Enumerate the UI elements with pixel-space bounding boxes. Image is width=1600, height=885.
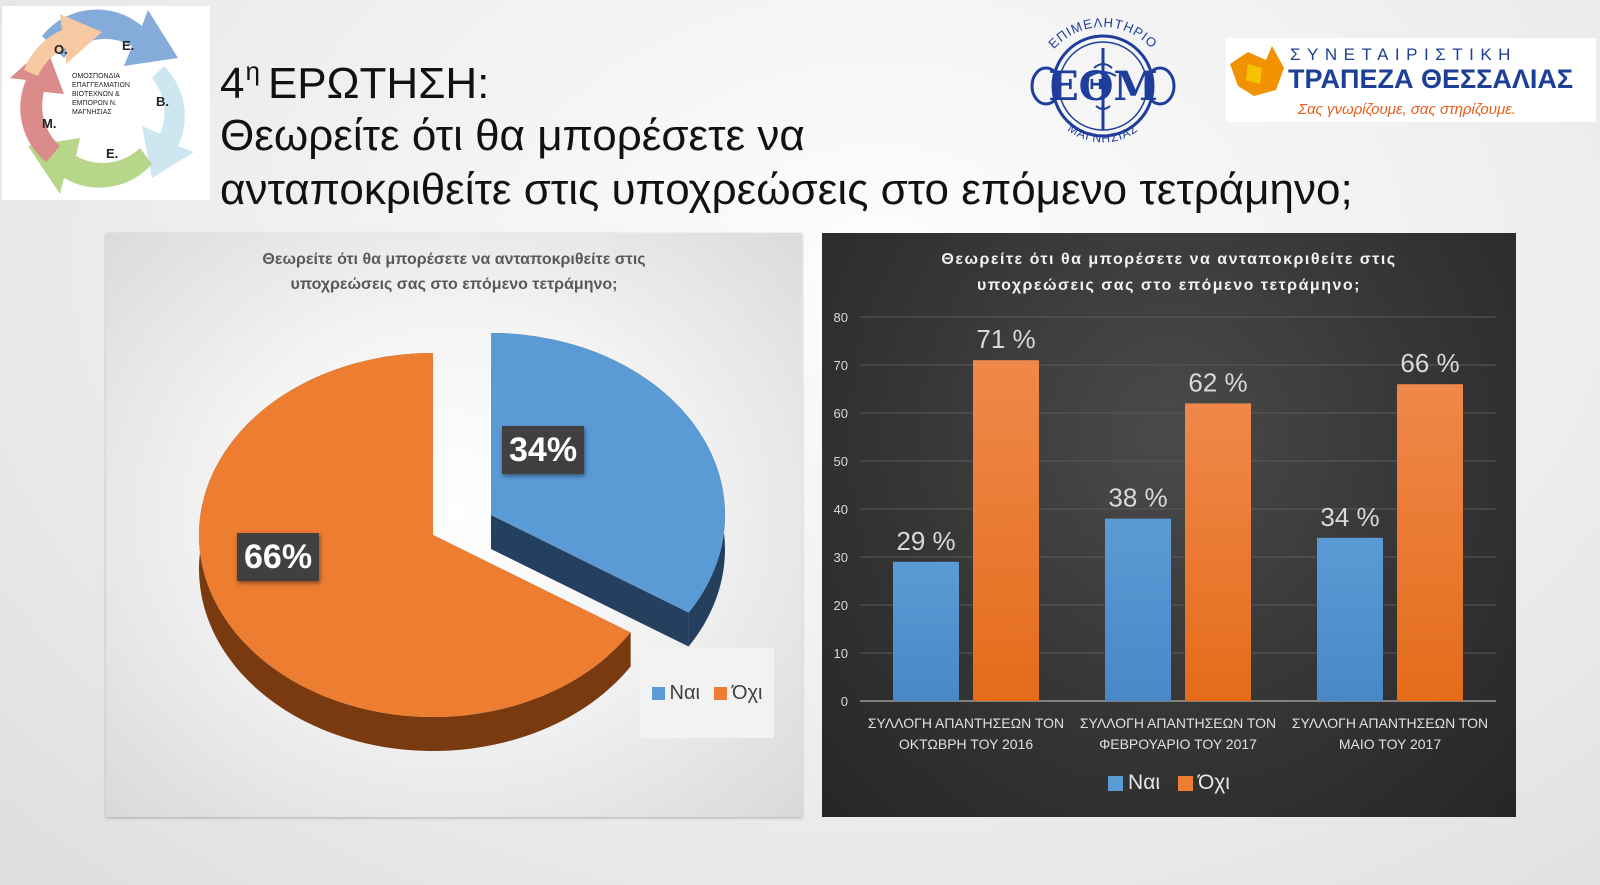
- pie-legend-swatch-oxi: [714, 686, 727, 700]
- pie-legend: Ναι Όχι: [640, 648, 774, 738]
- pie-title-line-2: υποχρεώσεις σας στο επόμενο τετράμηνο;: [290, 276, 618, 293]
- bar-data-label-oxi-0: 71 %: [976, 324, 1035, 354]
- pie-legend-label-oxi: Όχι: [732, 681, 763, 704]
- eom-center-text: ΕΘΜ: [1048, 63, 1158, 110]
- bar-legend: Ναι Όχι: [822, 771, 1516, 795]
- omo-letter-v: Β.: [156, 94, 169, 109]
- omo-text-4: ΕΜΠΟΡΩΝ Ν.: [72, 100, 117, 107]
- bar-y-tick-label: 40: [834, 502, 848, 517]
- bar-data-label-oxi-1: 62 %: [1188, 367, 1247, 397]
- bar-oxi-1: [1185, 403, 1251, 701]
- pie-legend-swatch-nai: [651, 686, 665, 700]
- bar-legend-item-nai: Ναι: [1108, 771, 1160, 795]
- pie-chart: [199, 333, 726, 751]
- bank-slogan: Σας γνωρίζουμε, σας στηρίζουμε.: [1297, 101, 1516, 118]
- pie-chart-panel: Θεωρείτε ότι θα μπορέσετε να ανταποκριθε…: [106, 233, 802, 817]
- bar-category-label: ΣΥΛΛΟΓΗ ΑΠΑΝΤΗΣΕΩΝ ΤΟΝ: [1292, 715, 1488, 731]
- bar-oxi-0: [973, 360, 1039, 701]
- bar-data-label-oxi-2: 66 %: [1400, 348, 1459, 378]
- bar-legend-label-oxi: Όχι: [1198, 771, 1230, 794]
- bar-y-tick-label: 10: [834, 646, 848, 661]
- bar-nai-0: [893, 561, 959, 701]
- omo-text-3: ΒΙΟΤΕΧΝΩΝ &: [72, 91, 120, 98]
- question-suffix: η: [245, 56, 260, 86]
- pie-chart-title: Θεωρείτε ότι θα μπορέσετε να ανταποκριθε…: [106, 247, 802, 297]
- pie-slice-wall-nai: [491, 333, 689, 647]
- bar-nai-2: [1317, 537, 1383, 701]
- bar-legend-item-oxi: Όχι: [1178, 771, 1230, 795]
- bar-chart: 0 10 20 30 40 50 60 70 80 29 % 71 % 38 % 62 % 34 % 66…: [834, 310, 1496, 752]
- pie-slice-nai: [491, 333, 726, 613]
- bar-data-label-nai-1: 38 %: [1108, 483, 1167, 513]
- bar-legend-label-nai: Ναι: [1128, 771, 1161, 794]
- omo-text-2: ΕΠΑΓΓΕΛΜΑΤΙΩΝ: [72, 82, 130, 89]
- bank-logo: ΣΥΝΕΤΑΙΡΙΣΤΙΚΗ ΤΡΑΠΕΖΑ ΘΕΣΣΑΛΙΑΣ Σας γνω…: [1226, 38, 1596, 122]
- svg-text:ΕΠΙΜΕΛΗΤΗΡΙΟ: ΕΠΙΜΕΛΗΤΗΡΙΟ: [1045, 15, 1160, 52]
- omo-letter-e2: Ε.: [106, 146, 118, 161]
- question-word: ΕΡΩΤΗΣΗ:: [267, 59, 490, 108]
- eom-arc-top: ΕΠΙΜΕΛΗΤΗΡΙΟ: [1045, 15, 1159, 52]
- pie-legend-item-oxi: Όχι: [714, 682, 762, 705]
- question-heading: 4η ΕΡΩΤΗΣΗ:: [220, 46, 1353, 109]
- bar-y-tick-label: 30: [834, 550, 848, 565]
- bar-category-label: ΣΥΛΛΟΓΗ ΑΠΑΝΤΗΣΕΩΝ ΤΟΝ: [1080, 715, 1276, 731]
- bank-line-1: ΣΥΝΕΤΑΙΡΙΣΤΙΚΗ: [1290, 45, 1517, 64]
- bar-oxi-2: [1397, 384, 1463, 701]
- bank-line-2: ΤΡΑΠΕΖΑ ΘΕΣΣΑΛΙΑΣ: [1288, 64, 1573, 94]
- bar-category-label: ΣΥΛΛΟΓΗ ΑΠΑΝΤΗΣΕΩΝ ΤΟΝ: [868, 715, 1064, 731]
- pie-title-line-1: Θεωρείτε ότι θα μπορέσετε να ανταποκριθε…: [262, 251, 646, 268]
- bar-y-tick-label: 50: [834, 454, 848, 469]
- bar-legend-swatch-oxi: [1178, 775, 1194, 791]
- bar-legend-swatch-nai: [1108, 775, 1124, 791]
- bar-y-tick-label: 0: [841, 694, 848, 709]
- omo-text-1: ΟΜΟΣΠΟΝΔΙΑ: [72, 73, 120, 80]
- bar-chart-title: Θεωρείτε ότι θα μπορέσετε να ανταποκριθε…: [822, 247, 1516, 299]
- bar-category-label: ΜΑΙΟ ΤΟΥ 2017: [1339, 736, 1441, 752]
- bar-chart-panel: Θεωρείτε ότι θα μπορέσετε να ανταποκριθε…: [822, 233, 1516, 817]
- pie-data-label-nai: 34%: [502, 426, 585, 474]
- bar-category-label: ΦΕΒΡΟΥΑΡΙΟ ΤΟΥ 2017: [1099, 736, 1257, 752]
- bar-data-label-nai-0: 29 %: [896, 526, 955, 556]
- pie-legend-item-nai: Ναι: [651, 681, 700, 705]
- slide-title: 4η ΕΡΩΤΗΣΗ: Θεωρείτε ότι θα μπορέσετε να …: [220, 46, 1353, 217]
- bar-y-tick-label: 20: [834, 598, 848, 613]
- bar-data-label-nai-2: 34 %: [1320, 502, 1379, 532]
- bar-title-line-2: υποχρεώσεις σας στο επόμενο τετράμηνο;: [977, 277, 1361, 294]
- pie-slice-oxi: [199, 353, 631, 717]
- bar-nai-1: [1105, 518, 1171, 701]
- omo-logo: Ο. Ε. Β. Ε. Μ. ΟΜΟΣΠΟΝΔΙΑ ΕΠΑΓΓΕΛΜΑΤΙΩΝ …: [2, 6, 210, 200]
- bar-title-line-1: Θεωρείτε ότι θα μπορέσετε να ανταποκριθε…: [941, 251, 1397, 268]
- bar-y-tick-label: 80: [834, 310, 848, 325]
- question-line-2: ανταποκριθείτε στις υποχρεώσεις στο επόμ…: [220, 165, 1353, 214]
- bar-category-label: ΟΚΤΩΒΡΗ ΤΟΥ 2016: [899, 736, 1033, 752]
- eom-logo: ΕΘΜ ΕΠΙΜΕΛΗΤΗΡΙΟ ΜΑΓΝΗΣΙΑΣ: [1020, 12, 1186, 152]
- bar-y-tick-label: 70: [834, 358, 848, 373]
- omo-letter-m: Μ.: [42, 116, 56, 131]
- omo-text-5: ΜΑΓΝΗΣΙΑΣ: [72, 109, 112, 116]
- omo-letter-o: Ο.: [54, 42, 68, 57]
- question-line-1: Θεωρείτε ότι θα μπορέσετε να: [220, 111, 805, 160]
- pie-data-label-oxi: 66%: [237, 533, 320, 581]
- pie-legend-label-nai: Ναι: [669, 681, 700, 704]
- bar-y-tick-label: 60: [834, 406, 848, 421]
- omo-letter-e1: Ε.: [122, 38, 134, 53]
- question-number: 4: [220, 59, 245, 108]
